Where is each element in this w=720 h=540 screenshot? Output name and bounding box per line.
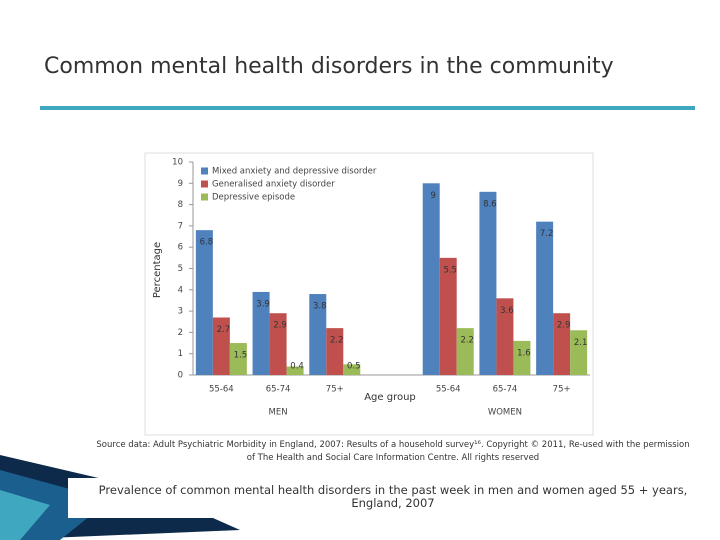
data-label: 3.9: [256, 299, 270, 309]
data-label: 2.2: [460, 336, 474, 346]
bar: [229, 343, 247, 375]
bar: [269, 313, 287, 375]
x-tick-label: 65-74: [493, 385, 518, 395]
x-tick-label: 75+: [553, 385, 571, 395]
bar: [195, 230, 213, 375]
x-tick-label: 75+: [326, 385, 344, 395]
data-label: 8.6: [483, 199, 497, 209]
bar: [212, 317, 230, 375]
bar: [570, 330, 588, 375]
legend-swatch: [201, 180, 208, 188]
data-label: 0.5: [347, 362, 361, 372]
legend-swatch: [201, 193, 208, 201]
y-tick-label: 5: [178, 264, 183, 274]
slide-title: Common mental health disorders in the co…: [44, 54, 614, 79]
bar: [252, 291, 270, 375]
x-axis-label: Age group: [364, 392, 416, 403]
bar: [326, 328, 344, 375]
data-label: 6.8: [200, 238, 214, 248]
bar: [536, 221, 554, 375]
bar: [456, 328, 474, 375]
y-axis-label: Percentage: [152, 242, 163, 298]
group-label: WOMEN: [488, 408, 522, 418]
group-label: MEN: [269, 408, 288, 418]
data-label: 7.2: [540, 229, 554, 239]
bar: [479, 191, 497, 375]
x-tick-label: 55-64: [209, 385, 234, 395]
y-tick-label: 3: [178, 307, 183, 317]
data-label: 1.6: [517, 348, 531, 358]
data-label: 1.5: [234, 351, 248, 361]
data-label: 3.8: [313, 302, 327, 312]
legend-label: Depressive episode: [212, 193, 295, 203]
x-tick-label: 55-64: [436, 385, 461, 395]
y-tick-label: 4: [178, 285, 183, 295]
source-line: Source data: Adult Psychiatric Morbidity…: [96, 440, 689, 463]
bar: [422, 183, 440, 375]
caption-box: [68, 478, 720, 518]
bar: [343, 364, 361, 375]
bar: [553, 313, 571, 375]
y-tick-label: 6: [178, 243, 183, 253]
data-label: 2.2: [330, 336, 344, 346]
data-label: 2.1: [574, 338, 588, 348]
y-tick-label: 1: [178, 349, 183, 359]
x-tick-label: 65-74: [266, 385, 291, 395]
decoration: [0, 490, 50, 540]
data-label: 0.4: [290, 362, 304, 372]
data-label: 2.7: [217, 325, 231, 335]
caption: Prevalence of common mental health disor…: [99, 483, 688, 510]
y-tick-label: 2: [178, 328, 183, 338]
data-label: 2.9: [557, 321, 571, 331]
data-label: 5.5: [443, 265, 457, 275]
y-tick-label: 7: [178, 221, 183, 231]
bar: [513, 340, 531, 375]
bar: [286, 366, 304, 375]
y-tick-label: 10: [172, 158, 183, 168]
bar: [309, 294, 327, 375]
legend-swatch: [201, 167, 208, 175]
y-tick-label: 8: [178, 200, 183, 210]
bar: [439, 257, 457, 375]
data-label: 3.6: [500, 306, 514, 316]
y-tick-label: 0: [178, 371, 183, 381]
legend-label: Mixed anxiety and depressive disorder: [212, 167, 377, 177]
title-rule: [40, 106, 695, 110]
data-label: 9: [431, 191, 436, 201]
chart-frame: [144, 152, 594, 436]
bar: [496, 298, 514, 375]
legend-label: Generalised anxiety disorder: [212, 180, 335, 190]
data-label: 2.9: [273, 321, 287, 331]
y-tick-label: 9: [178, 179, 183, 189]
